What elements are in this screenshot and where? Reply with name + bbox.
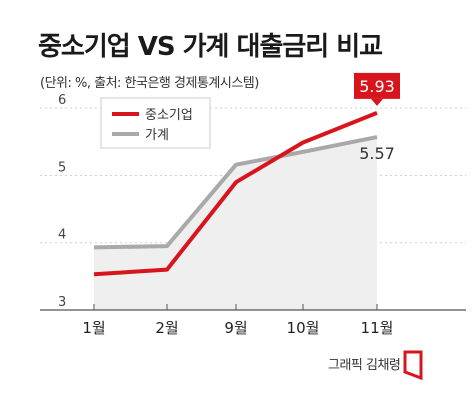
x-tick-label: 11월 [361,319,394,337]
sme-value-badge [354,72,400,99]
sme-series-line [93,111,378,277]
household-last-value-label: 5.57 [359,144,395,163]
y-tick-label: 4 [58,228,66,243]
y-tick-label: 5 [58,160,66,175]
x-tick-label: 9월 [224,319,247,337]
source-note: (단위: %, 출처: 한국은행 경제통계시스템) [40,76,259,91]
household-series-line [93,135,378,250]
legend-box [100,97,211,149]
legend-label-household: 가계 [145,128,169,143]
y-tick-label: 3 [58,295,66,310]
x-tick-label: 10월 [287,319,320,337]
chart-title: 중소기업 VS 가계 대출금리 비교 [38,32,383,62]
sme-last-value-label: 5.93 [359,77,395,96]
credit-text: 그래픽 김채령 [328,358,401,373]
legend: 중소기업 가계 [100,97,211,149]
publisher-logo-icon [403,350,423,380]
sme-badge-pointer [371,98,383,106]
legend-label-sme: 중소기업 [145,108,193,123]
x-tick-label: 2월 [155,319,178,337]
household-area-fill [94,137,377,310]
x-tick-label: 1월 [82,319,105,337]
y-tick-label: 6 [58,93,66,108]
